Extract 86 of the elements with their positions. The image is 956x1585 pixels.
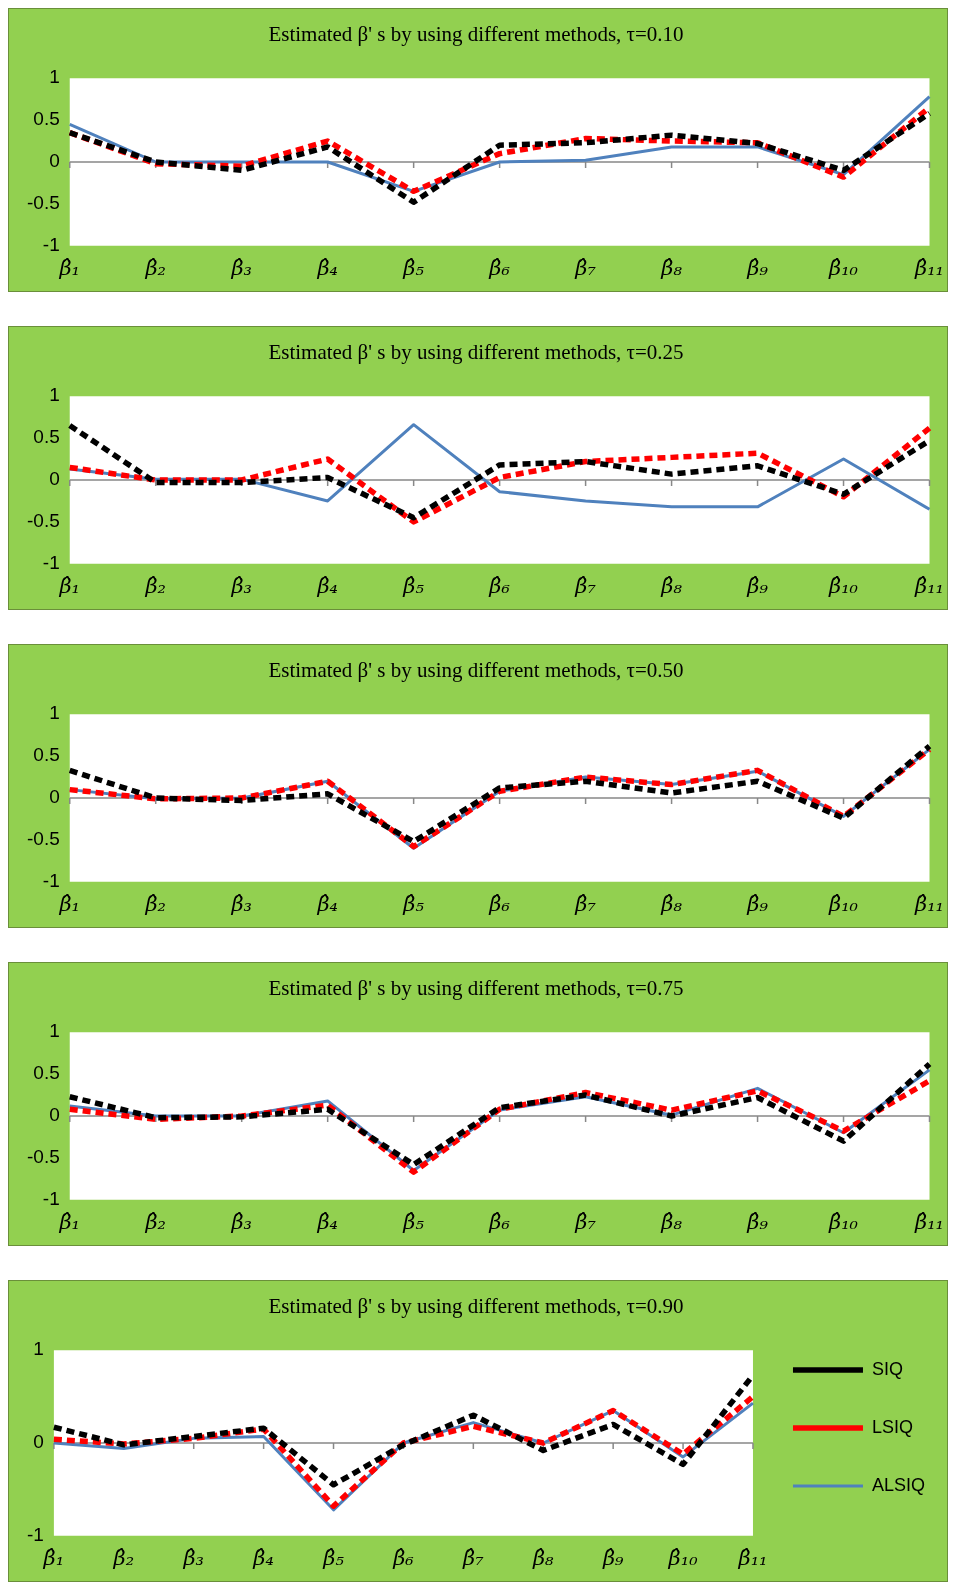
x-tick-label: β̂₁ [58, 573, 81, 598]
x-tick-label: β̂₁ [58, 891, 81, 916]
x-tick-label: β̂₃ [230, 573, 252, 598]
x-tick-label: β̂₉ [746, 573, 769, 598]
x-tick-label: β̂₆ [392, 1545, 415, 1570]
x-tick-label: β̂₁₁ [914, 1209, 944, 1234]
x-tick-label: β̂₁₀ [828, 255, 859, 280]
x-tick-label: β̂₄ [316, 573, 338, 598]
y-tick-label: -1 [42, 1188, 60, 1210]
y-tick-label: 0 [49, 1104, 60, 1126]
chart-title: Estimated β' s by using different methods, τ=0.25 [268, 340, 684, 365]
x-tick-label: β̂₅ [402, 255, 425, 280]
x-tick-label: β̂₉ [746, 1209, 769, 1234]
x-tick-label: β̂₅ [402, 891, 425, 916]
x-tick-label: β̂₁₀ [828, 891, 859, 916]
y-tick-label: 0 [49, 786, 60, 808]
legend-label: LSIQ [871, 1416, 914, 1437]
x-tick-label: β̂₈ [660, 573, 683, 598]
x-tick-label: β̂₇ [574, 573, 597, 598]
x-tick-label: β̂₁₀ [828, 1209, 859, 1234]
x-tick-label: β̂₁ [58, 255, 81, 280]
x-tick-label: β̂₆ [488, 255, 511, 280]
x-tick-label: β̂₁₀ [828, 573, 859, 598]
chart-title: Estimated β' s by using different methods, τ=0.75 [268, 976, 684, 1001]
x-tick-label: β̂₃ [230, 891, 252, 916]
x-tick-label: β̂₇ [574, 1209, 597, 1234]
legend-label: SIQ [871, 1358, 903, 1379]
y-tick-label: 0.5 [33, 744, 60, 766]
y-tick-label: -0.5 [26, 1146, 60, 1168]
y-tick-label: -0.5 [26, 828, 60, 850]
y-tick-label: -1 [42, 234, 60, 256]
y-tick-label: 0.5 [33, 1062, 60, 1084]
chart-title: Estimated β' s by using different methods, τ=0.50 [268, 658, 684, 683]
x-tick-label: β̂₄ [316, 891, 338, 916]
x-tick-label: β̂₃ [182, 1545, 204, 1570]
x-tick-label: β̂₁ [58, 1209, 81, 1234]
x-tick-label: β̂₇ [574, 891, 597, 916]
x-tick-label: β̂₈ [660, 891, 683, 916]
y-tick-label: 1 [49, 1020, 60, 1042]
legend-label: ALSIQ [871, 1474, 926, 1495]
y-tick-label: -0.5 [26, 192, 60, 214]
x-tick-label: β̂₂ [112, 1545, 135, 1570]
x-tick-label: β̂₉ [601, 1545, 625, 1570]
x-tick-label: β̂₄ [316, 1209, 338, 1234]
x-tick-label: β̂₆ [488, 891, 511, 916]
chart-title: Estimated β' s by using different methods, τ=0.10 [268, 22, 684, 47]
x-tick-label: β̂₅ [402, 1209, 425, 1234]
y-tick-label: 0.5 [33, 108, 60, 130]
y-tick-label: -1 [42, 552, 60, 574]
x-tick-label: β̂₁₁ [914, 573, 944, 598]
x-tick-label: β̂₂ [144, 891, 166, 916]
x-tick-label: β̂₁ [42, 1545, 65, 1570]
chart-title: Estimated β' s by using different methods, τ=0.90 [268, 1294, 684, 1319]
y-tick-label: 0 [49, 150, 60, 172]
x-tick-label: β̂₈ [660, 255, 683, 280]
y-tick-label: -1 [42, 870, 60, 892]
x-tick-label: β̂₆ [488, 1209, 511, 1234]
y-tick-label: 0 [49, 468, 60, 490]
x-tick-label: β̂₁₁ [914, 255, 944, 280]
x-tick-label: β̂₁₁ [914, 891, 944, 916]
x-tick-label: β̂₉ [746, 255, 769, 280]
x-tick-label: β̂₇ [462, 1545, 485, 1570]
x-tick-label: β̂₃ [230, 1209, 252, 1234]
x-tick-label: β̂₄ [316, 255, 338, 280]
x-tick-label: β̂₅ [402, 573, 425, 598]
x-tick-label: β̂₁₀ [667, 1545, 699, 1570]
x-tick-label: β̂₂ [144, 1209, 166, 1234]
x-tick-label: β̂₂ [144, 573, 166, 598]
y-tick-label: -1 [26, 1524, 44, 1546]
x-tick-label: β̂₃ [230, 255, 252, 280]
x-tick-label: β̂₆ [488, 573, 511, 598]
y-tick-label: 1 [49, 384, 60, 406]
y-tick-label: 1 [49, 702, 60, 724]
x-tick-label: β̂₈ [531, 1545, 555, 1570]
y-tick-label: 1 [33, 1338, 44, 1360]
x-tick-label: β̂₇ [574, 255, 597, 280]
x-tick-label: β̂₉ [746, 891, 769, 916]
y-tick-label: 1 [49, 66, 60, 88]
x-tick-label: β̂₈ [660, 1209, 683, 1234]
x-tick-label: β̂₄ [252, 1545, 274, 1570]
y-tick-label: 0.5 [33, 426, 60, 448]
x-tick-label: β̂₁₁ [737, 1545, 768, 1570]
y-tick-label: -0.5 [26, 510, 60, 532]
x-tick-label: β̂₂ [144, 255, 166, 280]
y-tick-label: 0 [33, 1431, 44, 1453]
x-tick-label: β̂₅ [322, 1545, 345, 1570]
